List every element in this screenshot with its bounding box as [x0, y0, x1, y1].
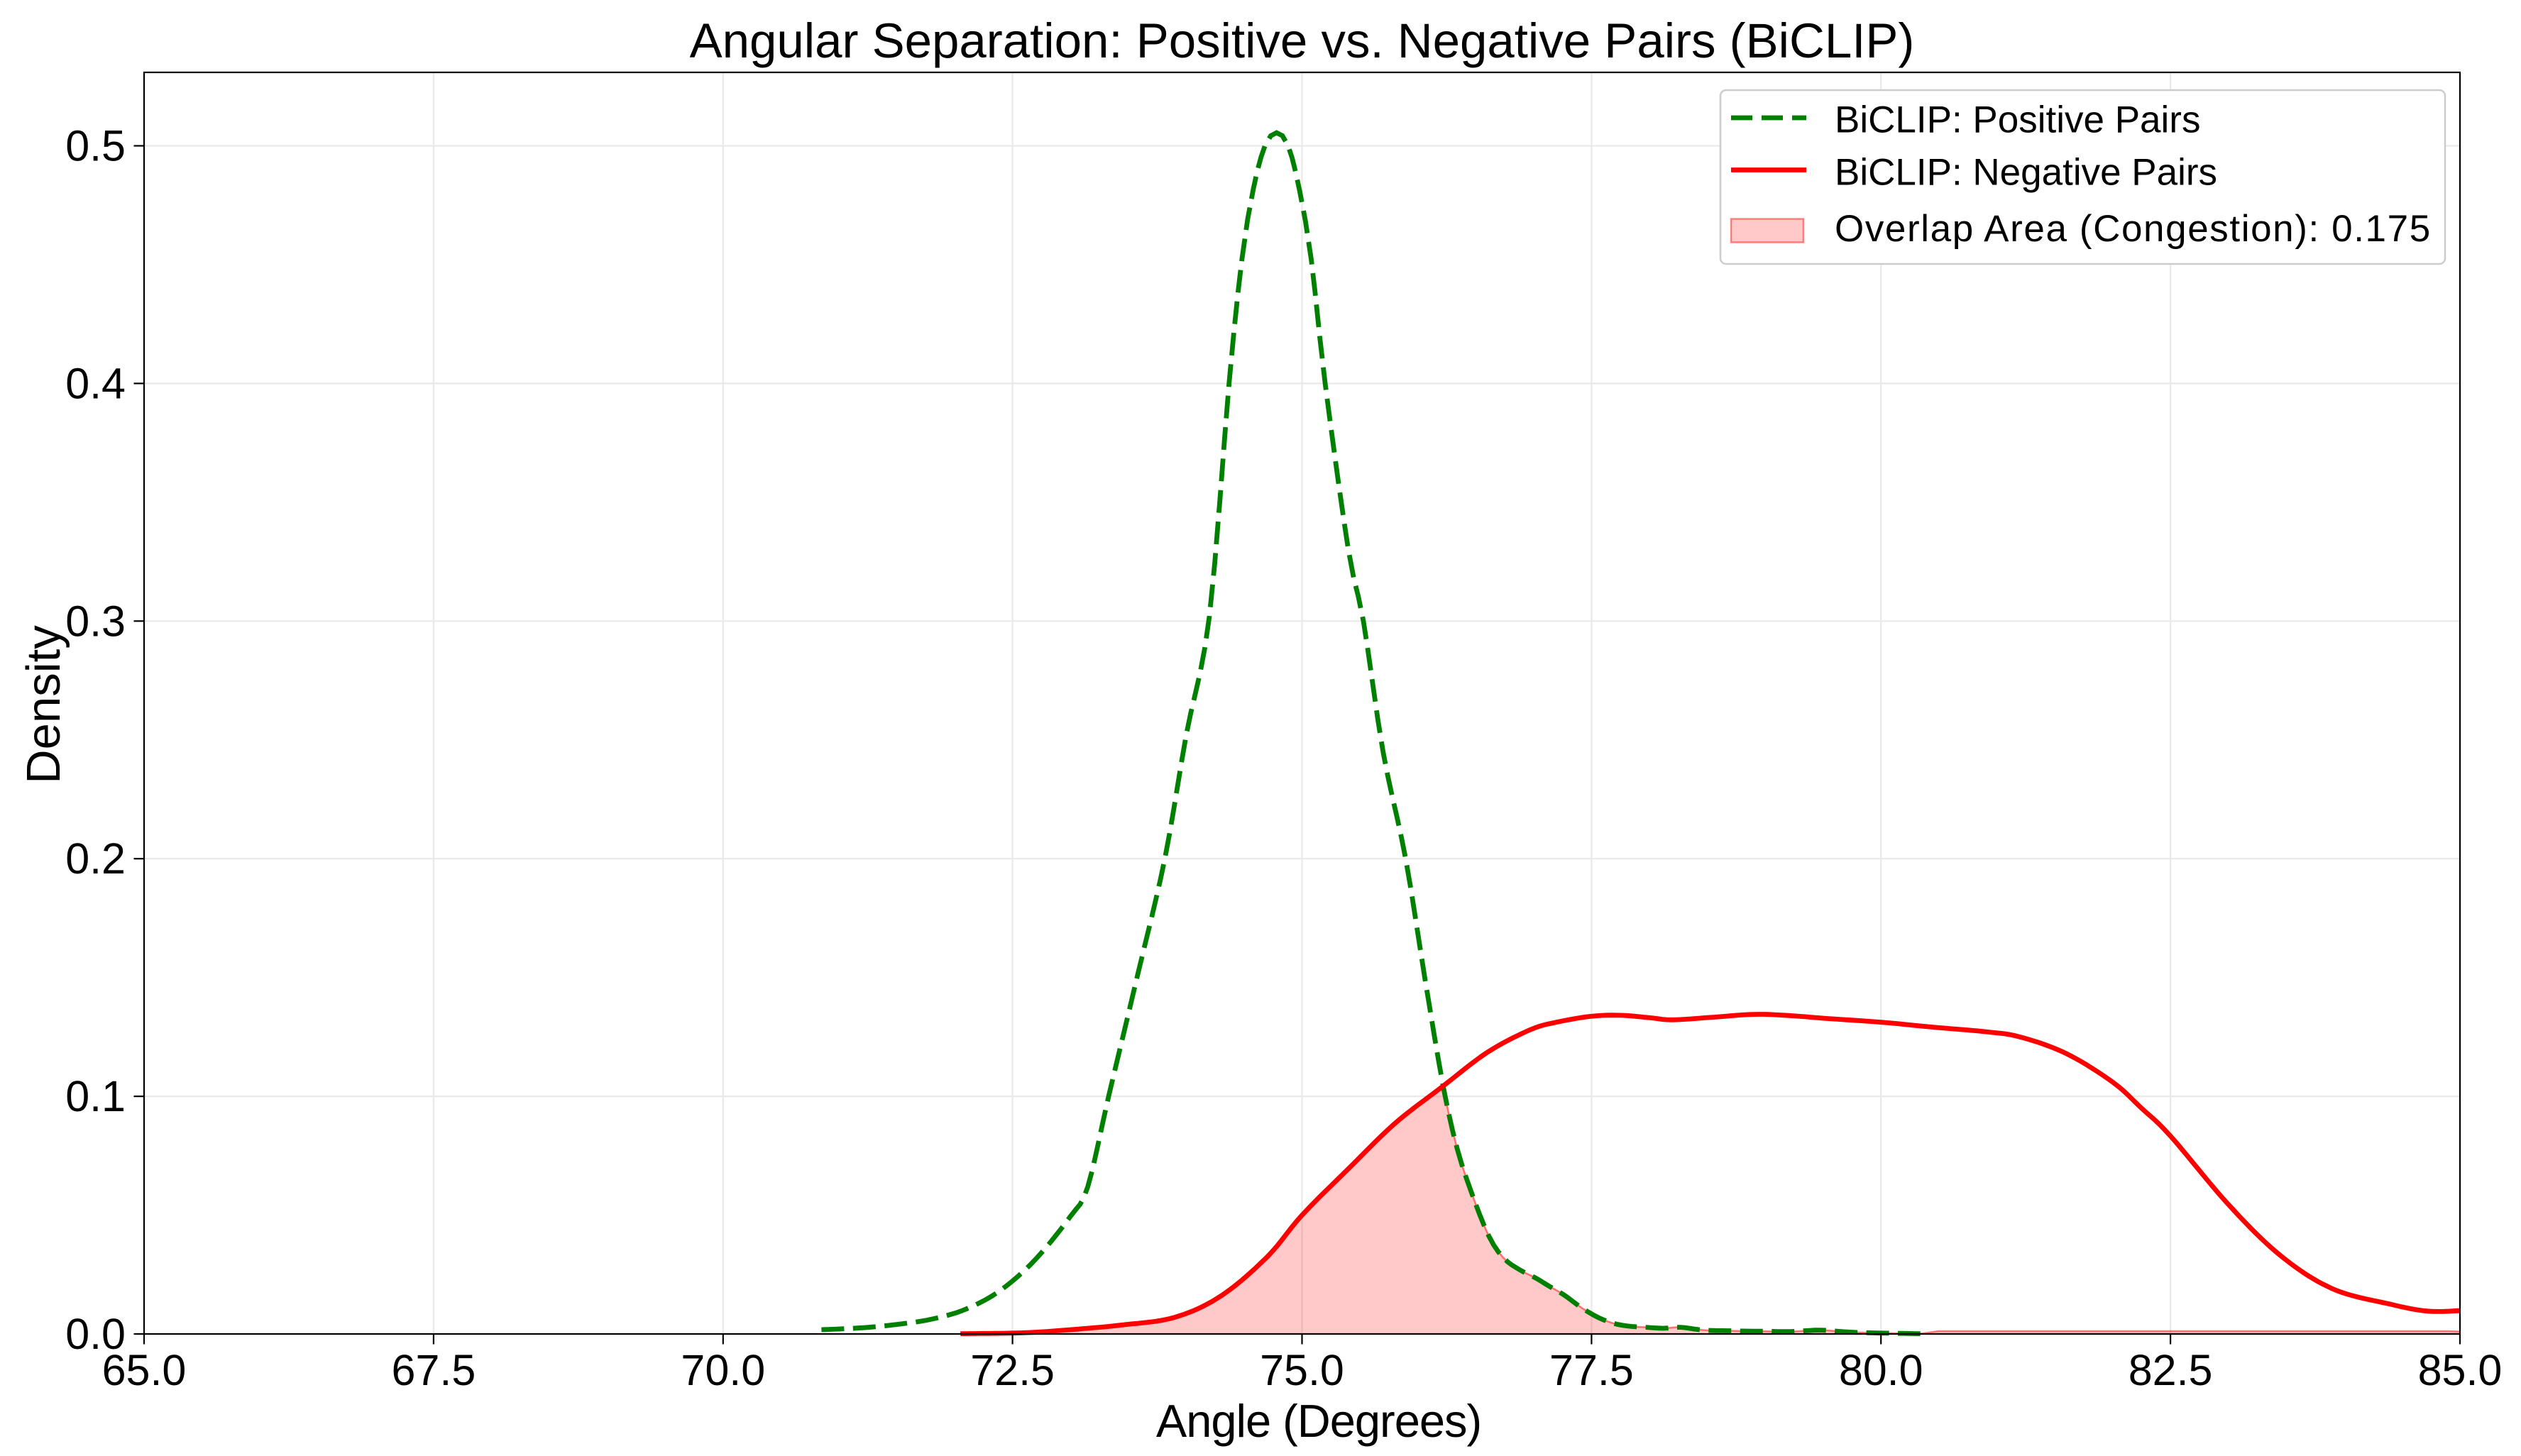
- svg-text:0.4: 0.4: [65, 359, 126, 407]
- svg-text:67.5: 67.5: [392, 1346, 476, 1394]
- svg-text:0.2: 0.2: [65, 834, 126, 883]
- svg-text:72.5: 72.5: [970, 1346, 1055, 1394]
- svg-text:Overlap Area (Congestion): 0.1: Overlap Area (Congestion): 0.175: [1835, 208, 2432, 250]
- svg-text:0.3: 0.3: [65, 597, 126, 645]
- svg-text:BiCLIP: Positive Pairs: BiCLIP: Positive Pairs: [1835, 99, 2200, 141]
- svg-text:Angle (Degrees): Angle (Degrees): [1156, 1395, 1481, 1447]
- svg-text:80.0: 80.0: [1839, 1346, 1923, 1394]
- svg-text:0.5: 0.5: [65, 122, 126, 170]
- svg-text:85.0: 85.0: [2418, 1346, 2503, 1394]
- svg-text:Angular Separation: Positive v: Angular Separation: Positive vs. Negativ…: [690, 13, 1915, 68]
- svg-text:0.0: 0.0: [65, 1310, 126, 1358]
- svg-text:BiCLIP: Negative Pairs: BiCLIP: Negative Pairs: [1835, 152, 2217, 194]
- svg-text:0.1: 0.1: [65, 1072, 126, 1120]
- svg-text:82.5: 82.5: [2129, 1346, 2213, 1394]
- svg-text:Density: Density: [17, 625, 70, 784]
- svg-text:70.0: 70.0: [681, 1346, 765, 1394]
- svg-text:65.0: 65.0: [102, 1346, 187, 1394]
- svg-text:75.0: 75.0: [1260, 1346, 1344, 1394]
- svg-text:77.5: 77.5: [1549, 1346, 1634, 1394]
